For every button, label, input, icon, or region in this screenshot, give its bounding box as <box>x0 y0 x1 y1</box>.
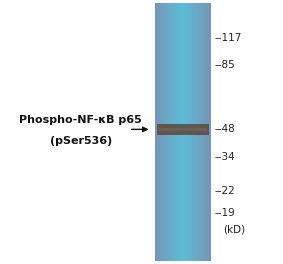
Bar <box>201 3 202 261</box>
Bar <box>204 3 205 261</box>
Bar <box>201 3 202 261</box>
Bar <box>186 3 187 261</box>
Bar <box>157 3 158 261</box>
Bar <box>209 3 210 261</box>
Bar <box>170 3 171 261</box>
Bar <box>195 3 196 261</box>
Bar <box>179 3 180 261</box>
Bar <box>194 3 195 261</box>
Bar <box>203 3 204 261</box>
Bar <box>157 3 158 261</box>
Bar <box>167 3 168 261</box>
Bar <box>178 3 179 261</box>
Bar <box>195 3 196 261</box>
Bar <box>183 3 184 261</box>
Bar <box>158 3 159 261</box>
Bar <box>178 3 179 261</box>
Bar <box>169 3 170 261</box>
Bar <box>189 3 190 261</box>
Bar <box>207 3 208 261</box>
Bar <box>156 3 157 261</box>
Bar <box>189 3 190 261</box>
Bar <box>200 3 201 261</box>
Bar <box>173 3 174 261</box>
Bar <box>200 3 201 261</box>
Bar <box>187 3 188 261</box>
Text: --85: --85 <box>215 60 235 70</box>
Bar <box>208 3 209 261</box>
Bar <box>168 3 169 261</box>
Bar <box>198 3 199 261</box>
Bar <box>165 3 166 261</box>
Text: --19: --19 <box>215 208 235 218</box>
Bar <box>206 3 207 261</box>
Bar <box>197 3 198 261</box>
Bar <box>158 128 207 131</box>
Bar <box>182 3 183 261</box>
Bar <box>185 3 186 261</box>
Bar <box>155 3 156 261</box>
Bar <box>182 3 183 261</box>
Bar <box>204 3 205 261</box>
Bar <box>199 3 200 261</box>
Bar <box>171 3 172 261</box>
Text: --117: --117 <box>215 33 242 43</box>
Bar <box>177 3 178 261</box>
Bar <box>188 3 189 261</box>
Bar <box>179 3 180 261</box>
Bar <box>184 3 185 261</box>
Bar <box>180 3 181 261</box>
Text: Phospho-NF-κB p65: Phospho-NF-κB p65 <box>19 115 142 125</box>
Bar <box>193 3 194 261</box>
Text: (kD): (kD) <box>223 225 245 235</box>
Bar <box>206 3 207 261</box>
Bar <box>174 3 175 261</box>
Bar <box>164 3 165 261</box>
Bar <box>159 3 160 261</box>
Bar <box>171 3 172 261</box>
Bar <box>164 3 165 261</box>
Bar <box>161 3 162 261</box>
Bar <box>190 3 191 261</box>
Bar <box>175 3 176 261</box>
Bar <box>202 3 203 261</box>
Text: --22: --22 <box>215 186 235 196</box>
Bar <box>193 3 194 261</box>
Bar <box>185 3 186 261</box>
Text: --34: --34 <box>215 152 235 162</box>
Bar <box>191 3 192 261</box>
Bar <box>166 3 167 261</box>
Bar <box>162 3 163 261</box>
Bar <box>196 3 197 261</box>
Bar <box>163 3 164 261</box>
Bar <box>181 3 182 261</box>
Bar <box>184 3 185 261</box>
Bar <box>192 3 193 261</box>
Bar <box>175 3 176 261</box>
Bar <box>174 3 175 261</box>
Bar <box>176 3 177 261</box>
Bar <box>210 3 211 261</box>
Bar <box>196 3 197 261</box>
Bar <box>172 3 173 261</box>
Bar <box>163 3 164 261</box>
Bar <box>157 124 209 135</box>
Bar <box>205 3 206 261</box>
Bar <box>167 3 168 261</box>
Bar <box>158 3 159 261</box>
Bar <box>199 3 200 261</box>
Text: (pSer536): (pSer536) <box>50 136 112 146</box>
Bar <box>186 3 187 261</box>
Bar <box>160 3 161 261</box>
Bar <box>190 3 191 261</box>
Bar <box>168 3 169 261</box>
Bar <box>207 3 208 261</box>
Text: --48: --48 <box>215 124 235 134</box>
